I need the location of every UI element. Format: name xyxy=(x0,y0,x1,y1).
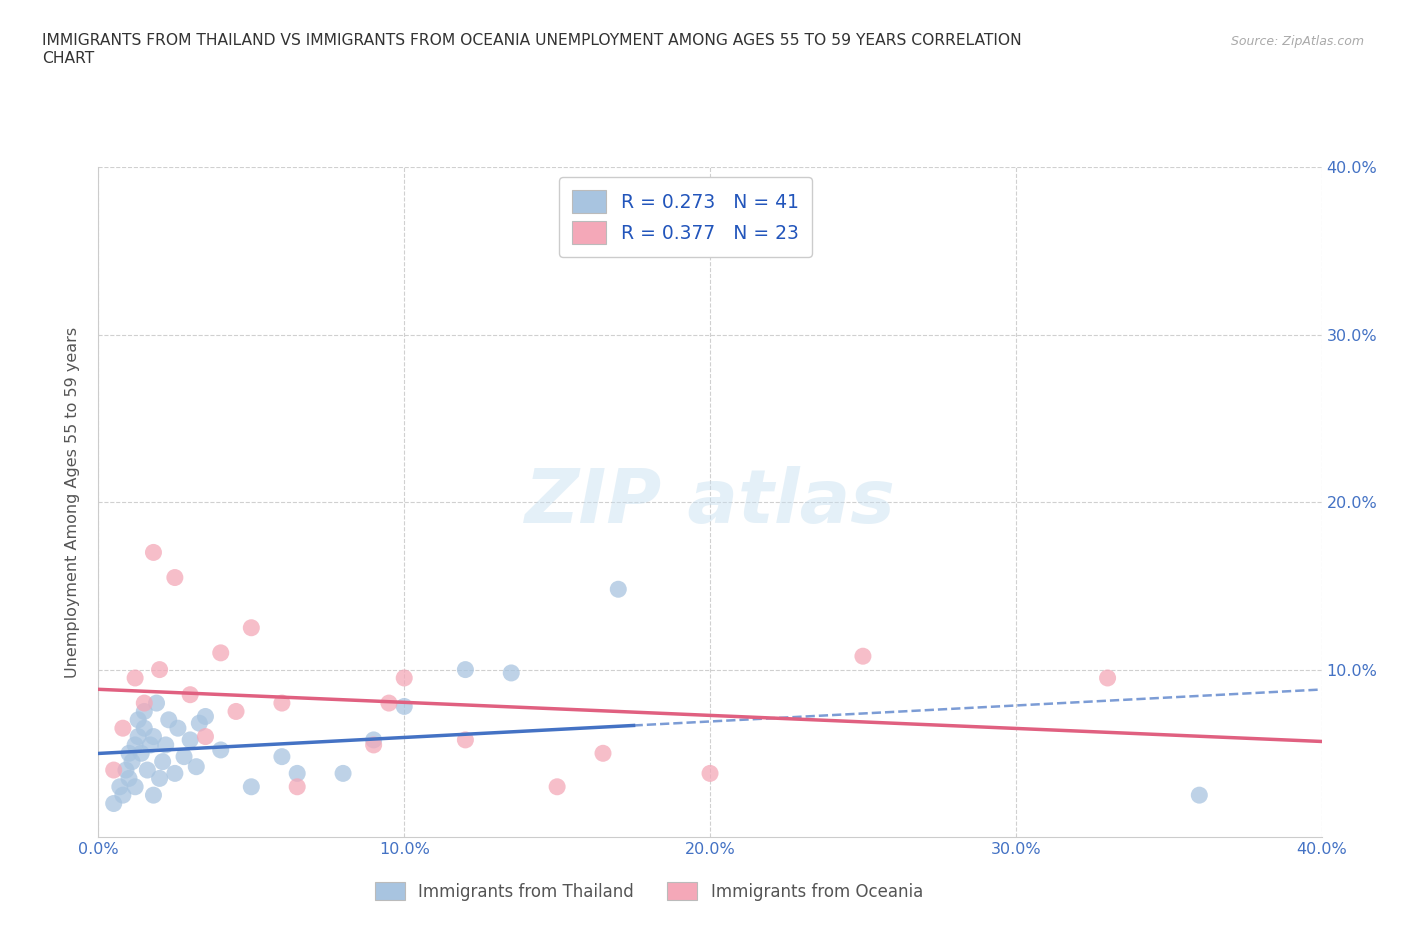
Point xyxy=(127,712,149,727)
Point xyxy=(163,570,186,585)
Point xyxy=(167,721,190,736)
Point xyxy=(155,737,177,752)
Point xyxy=(285,766,308,781)
Point xyxy=(225,704,247,719)
Point xyxy=(852,649,875,664)
Point xyxy=(163,766,186,781)
Point xyxy=(149,662,172,677)
Point xyxy=(103,763,125,777)
Point xyxy=(194,729,217,744)
Text: ZIP atlas: ZIP atlas xyxy=(524,466,896,538)
Point xyxy=(699,766,721,781)
Text: IMMIGRANTS FROM THAILAND VS IMMIGRANTS FROM OCEANIA UNEMPLOYMENT AMONG AGES 55 T: IMMIGRANTS FROM THAILAND VS IMMIGRANTS F… xyxy=(42,33,1022,47)
Point xyxy=(124,737,146,752)
Point xyxy=(240,620,263,635)
Y-axis label: Unemployment Among Ages 55 to 59 years: Unemployment Among Ages 55 to 59 years xyxy=(65,326,80,678)
Point xyxy=(332,766,354,781)
Point xyxy=(111,788,134,803)
Point xyxy=(270,750,292,764)
Point xyxy=(118,771,141,786)
Point xyxy=(501,666,523,681)
Point xyxy=(108,779,131,794)
Point xyxy=(546,779,568,794)
Point xyxy=(111,721,134,736)
Point xyxy=(157,712,180,727)
Point xyxy=(209,742,232,757)
Point xyxy=(240,779,263,794)
Point xyxy=(149,771,172,786)
Point xyxy=(454,733,477,748)
Point xyxy=(188,716,211,731)
Point xyxy=(179,687,201,702)
Point xyxy=(121,754,143,769)
Point xyxy=(124,779,146,794)
Point xyxy=(363,737,385,752)
Point xyxy=(124,671,146,685)
Point xyxy=(152,754,174,769)
Point xyxy=(173,750,195,764)
Point xyxy=(592,746,614,761)
Point xyxy=(607,582,630,597)
Text: Source: ZipAtlas.com: Source: ZipAtlas.com xyxy=(1230,35,1364,48)
Point xyxy=(115,763,138,777)
Point xyxy=(127,729,149,744)
Point xyxy=(363,733,385,748)
Legend: Immigrants from Thailand, Immigrants from Oceania: Immigrants from Thailand, Immigrants fro… xyxy=(367,873,931,909)
Point xyxy=(142,788,165,803)
Point xyxy=(142,729,165,744)
Point xyxy=(194,709,217,724)
Point xyxy=(103,796,125,811)
Point xyxy=(134,704,156,719)
Point xyxy=(392,671,416,685)
Point xyxy=(186,759,208,774)
Point xyxy=(179,733,201,748)
Point xyxy=(209,645,232,660)
Point xyxy=(285,779,308,794)
Point xyxy=(139,737,162,752)
Point xyxy=(136,763,159,777)
Point xyxy=(118,746,141,761)
Point xyxy=(134,721,156,736)
Point xyxy=(378,696,401,711)
Point xyxy=(270,696,292,711)
Point xyxy=(454,662,477,677)
Point xyxy=(145,696,167,711)
Point xyxy=(392,699,416,714)
Point xyxy=(129,746,152,761)
Point xyxy=(1188,788,1211,803)
Text: CHART: CHART xyxy=(42,51,94,66)
Point xyxy=(134,696,156,711)
Point xyxy=(1097,671,1119,685)
Point xyxy=(142,545,165,560)
